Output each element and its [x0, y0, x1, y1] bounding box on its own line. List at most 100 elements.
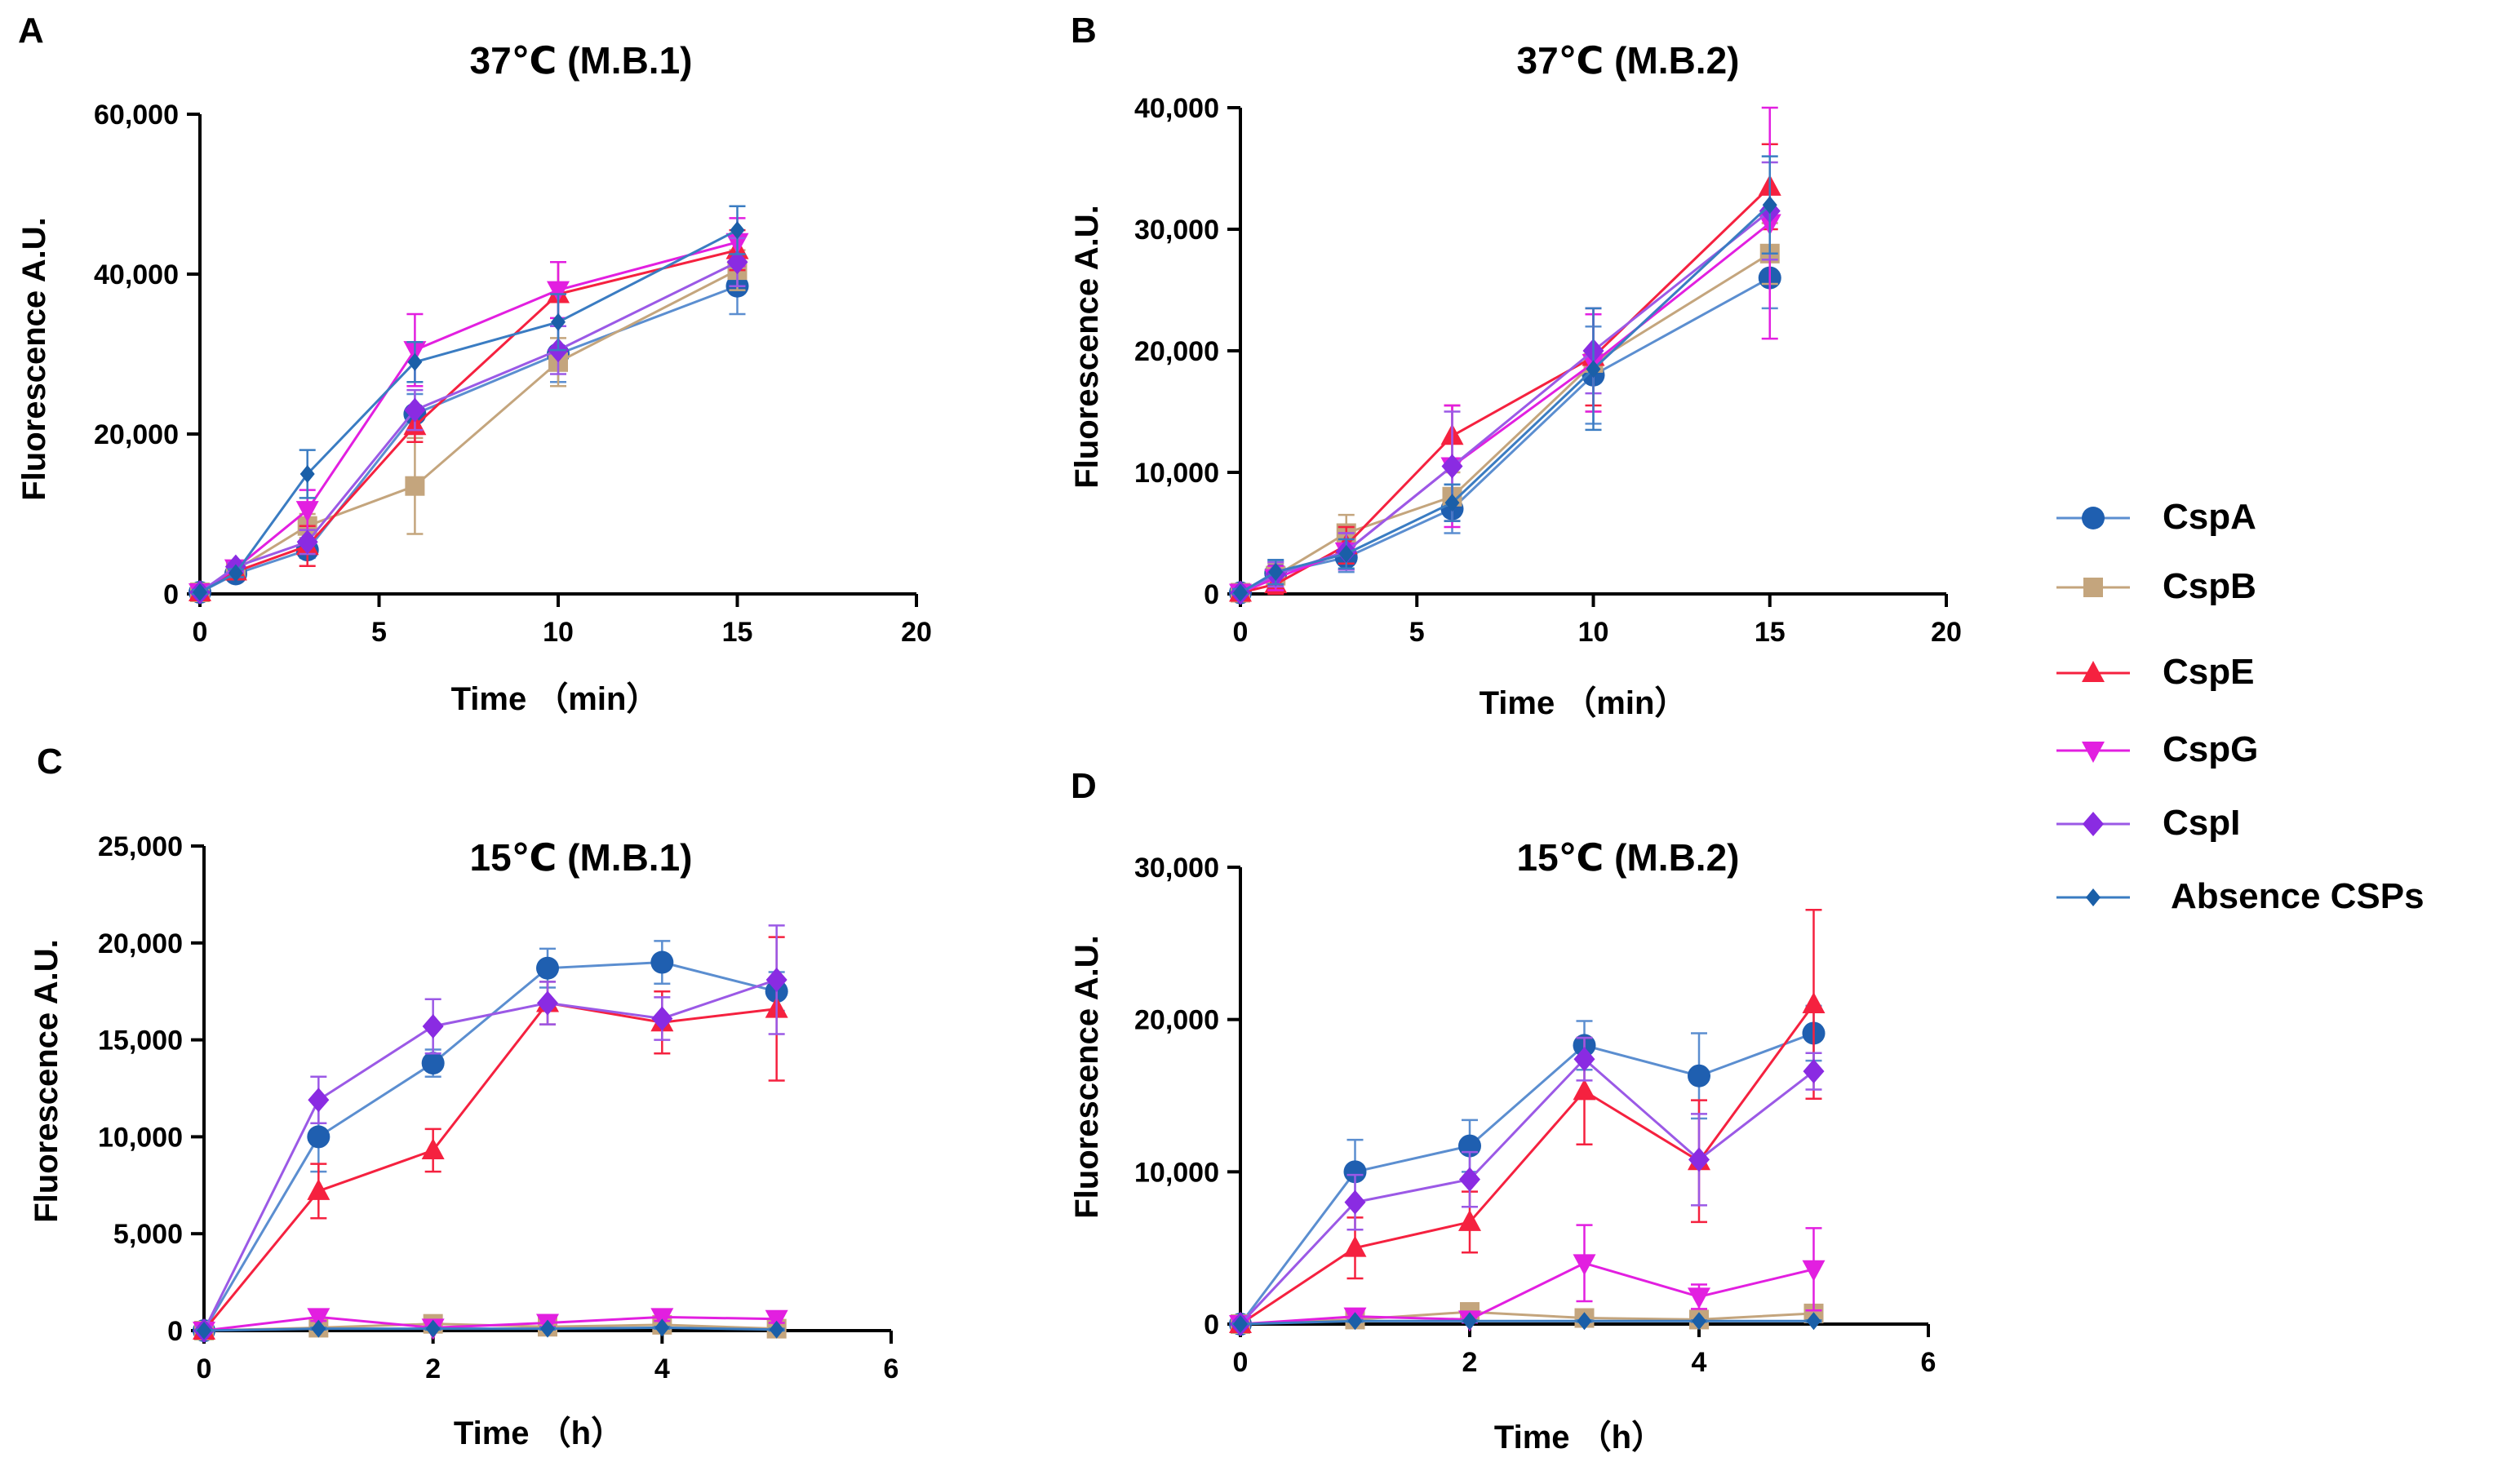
plot-a: 0 20,000 40,000 60,000 0 5 10 15 20	[94, 100, 932, 648]
series-line-cspi	[1239, 1057, 1815, 1326]
series-cspb-a	[190, 249, 748, 603]
y-tick-label-c: 25,000	[98, 831, 183, 862]
x-tick-label-a: 20	[901, 617, 932, 648]
y-axis-title-c: Fluorescence A.U.	[29, 939, 64, 1223]
series-cspa-d	[1229, 1004, 1826, 1336]
data-point-absence-csps	[299, 465, 315, 483]
data-point-cspi	[422, 1013, 444, 1039]
legend-label-cspa: CspA	[2163, 497, 2256, 537]
data-point-absence-csps	[1692, 1312, 1706, 1331]
panel-title-b: 37℃ (M.B.2)	[1517, 39, 1740, 82]
y-tick-label-d: 20,000	[1134, 1005, 1219, 1036]
data-point-cspi	[1688, 1147, 1710, 1172]
series-line-cspb	[199, 268, 739, 594]
series-cspe-b	[1229, 143, 1781, 602]
data-point-absence-csps	[1577, 1312, 1592, 1331]
x-axis-title-b: Time （min）	[1480, 685, 1688, 721]
y-tick-label-d: 0	[1204, 1309, 1219, 1340]
data-point-absence-csps	[730, 221, 745, 240]
x-tick-label-b: 0	[1233, 617, 1249, 648]
data-point-cspa	[650, 950, 674, 974]
x-tick-label-b: 15	[1755, 617, 1786, 648]
series-line-cspb	[1240, 1310, 1814, 1326]
data-point-cspi	[537, 990, 558, 1016]
series-cspi-c	[193, 924, 787, 1343]
data-point-absence-csps	[1586, 360, 1601, 379]
y-tick-label-b: 20,000	[1134, 336, 1219, 367]
series-line-cspg	[1240, 1261, 1814, 1326]
legend-marker-absence-csps	[2086, 888, 2101, 906]
y-tick-label-d: 30,000	[1134, 853, 1219, 884]
data-point-cspi	[651, 1006, 673, 1031]
data-point-cspg	[307, 1308, 331, 1330]
x-tick-label-b: 20	[1931, 617, 1962, 648]
plot-d: 0 10,000 20,000 30,000 0 2 4 6	[1134, 853, 1936, 1378]
data-point-absence-csps	[1233, 1315, 1248, 1333]
y-tick-label-c: 20,000	[98, 928, 183, 959]
x-tick-label-d: 4	[1692, 1347, 1707, 1378]
data-point-absence-csps	[1806, 1312, 1821, 1331]
data-point-cspa	[536, 956, 559, 980]
data-point-absence-csps	[769, 1320, 784, 1339]
legend: CspA CspB CspE CspG CspI Absence CSPs	[2056, 497, 2424, 916]
data-point-cspi	[726, 250, 748, 275]
y-tick-label-c: 15,000	[98, 1026, 183, 1057]
data-point-absence-csps	[228, 564, 243, 583]
data-point-cspa	[307, 1125, 331, 1149]
y-tick-label-a: 40,000	[94, 259, 179, 290]
data-point-cspe	[1573, 1079, 1596, 1101]
series-line-cspa	[1239, 1032, 1815, 1325]
series-line-cspe	[1240, 185, 1771, 594]
y-tick-label-c: 10,000	[98, 1122, 183, 1153]
data-point-cspe	[421, 1138, 445, 1160]
x-tick-label-c: 2	[425, 1353, 441, 1384]
series-cspe-d	[1229, 909, 1826, 1333]
data-point-absence-csps	[540, 1319, 555, 1338]
data-point-absence-csps	[1762, 196, 1777, 215]
panel-letter-d: D	[1071, 766, 1097, 806]
series-cspa-a	[189, 257, 749, 605]
series-absence-csps-a	[192, 205, 746, 602]
y-tick-label-a: 20,000	[94, 419, 179, 450]
data-point-cspe	[1458, 1209, 1481, 1231]
data-point-cspi	[1344, 1189, 1366, 1215]
y-axis-title-b: Fluorescence A.U.	[1069, 205, 1105, 489]
series-line-cspg	[203, 1315, 777, 1332]
plot-c: 0 5,000 10,000 15,000 20,000 25,000 0 2 4 6	[98, 831, 898, 1384]
series-line-absence-csps	[199, 228, 739, 594]
data-point-absence-csps	[425, 1319, 441, 1338]
series-absence-csps-d	[1232, 1312, 1822, 1333]
data-point-absence-csps	[1444, 494, 1460, 512]
series-line-absence-csps	[1240, 1319, 1814, 1326]
y-tick-label-b: 10,000	[1134, 458, 1219, 489]
x-tick-label-d: 6	[1921, 1347, 1936, 1378]
panel-letter-a: A	[18, 11, 44, 51]
y-tick-label-c: 5,000	[113, 1219, 183, 1250]
data-point-cspa	[1343, 1160, 1367, 1184]
legend-label-cspe: CspE	[2163, 652, 2254, 692]
data-point-cspg	[1688, 1287, 1710, 1309]
data-point-cspi	[765, 967, 787, 992]
series-line-cspg	[199, 241, 738, 594]
data-point-cspe	[1802, 992, 1826, 1013]
data-point-absence-csps	[197, 1322, 211, 1340]
y-tick-label-b: 30,000	[1134, 215, 1219, 246]
x-tick-label-a: 15	[722, 617, 753, 648]
x-axis-title-d: Time （h）	[1494, 1420, 1664, 1455]
y-tick-label-c: 0	[167, 1316, 183, 1347]
data-point-cspa	[421, 1052, 445, 1075]
x-tick-label-c: 0	[197, 1353, 212, 1384]
data-point-absence-csps	[1233, 583, 1248, 602]
data-point-cspi	[308, 1088, 330, 1113]
data-point-cspi	[1459, 1167, 1480, 1192]
y-tick-label-a: 60,000	[94, 100, 179, 131]
series-line-absence-csps	[1240, 204, 1771, 594]
data-point-cspe	[1343, 1235, 1367, 1257]
series-cspg-b	[1229, 106, 1781, 605]
data-point-absence-csps	[1462, 1312, 1477, 1331]
series-line-cspa	[202, 961, 778, 1331]
data-point-cspi	[1441, 454, 1463, 479]
panel-title-a: 37℃ (M.B.1)	[470, 39, 693, 82]
series-line-cspi	[202, 978, 778, 1331]
